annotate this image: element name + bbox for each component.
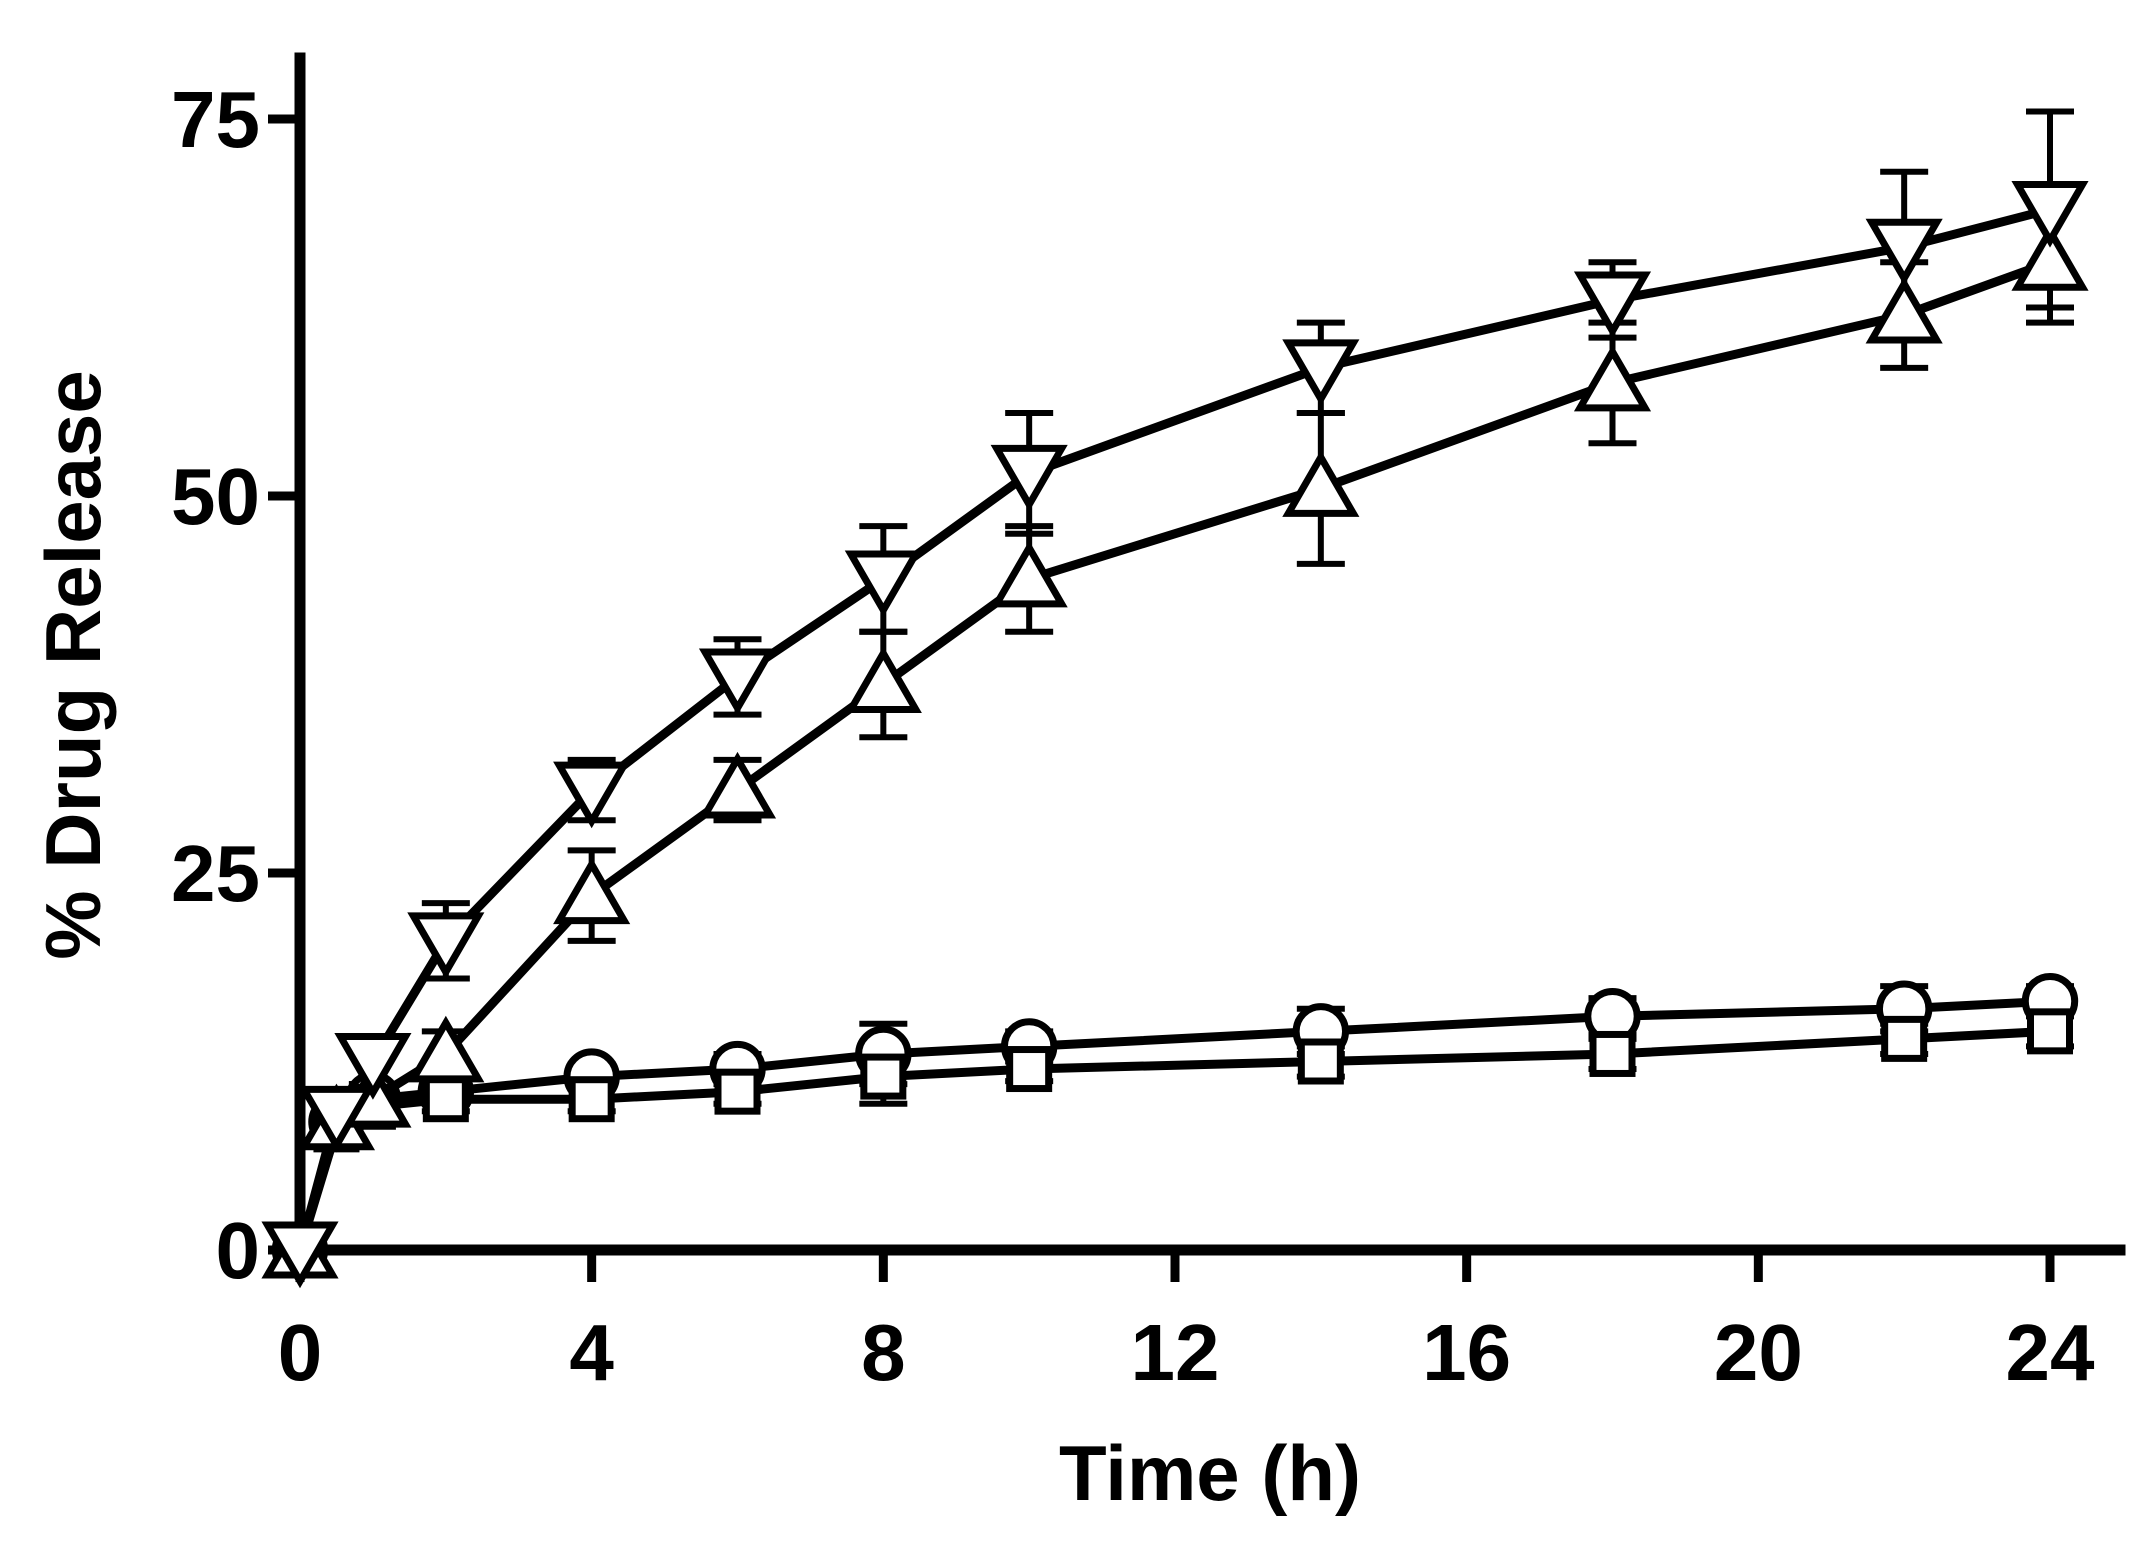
markers-triangle-down [261,181,2089,1289]
x-tick-label: 20 [1714,1308,1803,1397]
y-tick-label: 0 [216,1206,261,1295]
data-point-triangle-down [553,761,631,829]
data-point-triangle-down [2011,181,2089,248]
y-tick-label: 75 [171,75,260,164]
series-triangle-up [295,198,2074,1252]
series-group [261,108,2089,1289]
x-tick-label: 24 [2006,1308,2095,1397]
data-point-triangle-up [407,1015,485,1083]
y-tick-label: 50 [171,452,260,541]
x-tick-label: 12 [1131,1308,1220,1397]
y-tick-label: 25 [171,829,260,918]
data-point-triangle-down [1282,339,1360,407]
data-point-triangle-down [698,648,777,716]
x-tick-label: 0 [278,1308,323,1397]
data-point-square [1589,1030,1636,1077]
data-point-triangle-down [407,912,485,980]
x-tick-label: 8 [861,1308,906,1397]
x-tick-label: 4 [569,1308,614,1397]
data-point-square [422,1076,469,1123]
data-point-square [1006,1046,1053,1093]
markers-square [277,1008,2073,1273]
axes: 0 4 8 12 16 20 24 0 25 50 75 [171,52,2126,1397]
data-point-triangle-down [334,1033,412,1100]
data-point-triangle-down [261,1221,339,1289]
data-point-triangle-down [1865,218,1943,286]
data-point-square [568,1076,615,1123]
data-point-triangle-up [1573,344,1652,412]
data-point-triangle-down [844,550,922,618]
series-line-square [295,1026,2051,1252]
data-point-triangle-up [1282,450,1360,517]
data-point-square [2027,1008,2073,1055]
x-tick-label: 16 [1422,1308,1511,1397]
labels: Time (h) % Drug Release [29,370,1361,1517]
series-square [295,1013,2074,1252]
data-point-square [1297,1038,1344,1085]
markers-triangle-up [261,224,2089,1279]
data-point-square [860,1053,907,1100]
data-point-triangle-up [698,751,777,819]
series-line-triangle-down [295,205,2052,1252]
data-point-square [1881,1015,1928,1062]
series-circle [295,983,2074,1252]
data-point-triangle-up [553,857,631,925]
data-point-triangle-down [1573,271,1652,339]
y-axis-title: % Drug Release [29,370,117,960]
markers-circle [271,972,2079,1279]
data-point-triangle-up [844,646,922,713]
data-point-triangle-up [990,540,1068,608]
data-point-triangle-down [990,444,1068,512]
data-point-triangle-up [1865,276,1943,344]
series-line-circle [295,996,2051,1252]
data-point-triangle-up [2011,224,2089,291]
x-axis-title: Time (h) [1059,1429,1361,1517]
data-point-triangle-down [297,1085,376,1153]
data-point-square [714,1068,761,1115]
